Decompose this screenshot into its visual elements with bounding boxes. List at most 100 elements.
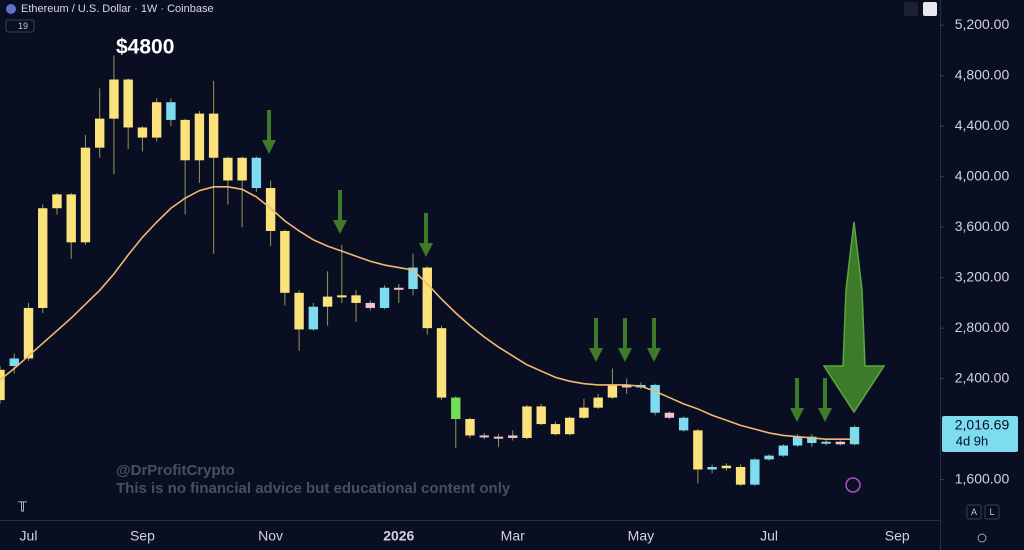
arrow	[419, 213, 433, 257]
x-tick-label: Sep	[885, 528, 910, 544]
watermark: @DrProfitCrypto	[116, 462, 235, 479]
candle-body	[294, 292, 304, 330]
candle-body	[593, 397, 603, 408]
button[interactable]	[923, 2, 937, 16]
candle-body	[778, 445, 789, 456]
candle-body	[621, 384, 632, 388]
candle-body	[607, 384, 618, 398]
candle-body	[308, 306, 319, 330]
candle-body	[508, 435, 518, 438]
candle-body	[265, 188, 276, 231]
price-tag	[942, 416, 1018, 453]
y-tick-label: 3,600.00	[955, 218, 1010, 234]
candle-body	[849, 427, 860, 445]
button[interactable]	[904, 2, 918, 16]
logo: 𝕋	[18, 499, 28, 514]
candle-body	[38, 208, 48, 308]
candle-body	[365, 302, 376, 308]
price-tag-countdown: 4d 9h	[956, 433, 989, 448]
candle-body	[678, 417, 689, 431]
arrow	[333, 190, 347, 234]
candle-body	[792, 436, 803, 446]
candle-body	[123, 79, 133, 128]
candle-body	[280, 230, 290, 293]
coin-icon	[6, 4, 16, 14]
arrow	[589, 318, 603, 362]
candle-body	[693, 430, 703, 470]
y-tick-label: 5,200.00	[955, 16, 1010, 32]
candle-body	[223, 157, 233, 181]
candle-body	[536, 406, 546, 425]
candle-body	[137, 127, 148, 138]
x-tick-label: Nov	[258, 528, 283, 544]
candle-body	[194, 113, 205, 161]
arrow	[262, 110, 276, 154]
moving-average	[0, 185, 855, 441]
candle-body	[166, 102, 176, 120]
arrow	[618, 318, 632, 362]
candle-body	[66, 194, 76, 243]
candle-body	[750, 459, 760, 485]
arrow	[790, 378, 804, 422]
candle-body	[337, 295, 347, 298]
scale-button[interactable]	[984, 504, 1000, 520]
candle-body	[322, 296, 333, 307]
replay-icon[interactable]	[845, 477, 861, 493]
candle-body	[379, 287, 390, 308]
candle-body	[52, 194, 62, 209]
x-tick-label: Mar	[501, 528, 525, 544]
candle-body	[80, 147, 91, 243]
candle-body	[735, 466, 746, 485]
badge-box	[5, 19, 35, 33]
candle-body	[664, 412, 675, 418]
candle-body	[493, 436, 504, 439]
candle-body	[550, 424, 561, 435]
candle-body	[408, 267, 418, 290]
candle-body	[721, 465, 732, 469]
y-tick-label: 1,600.00	[955, 470, 1010, 486]
candle-body	[180, 119, 190, 161]
candle-body	[764, 455, 774, 460]
y-tick-label: 4,400.00	[955, 117, 1010, 133]
y-tick-label: 4,800.00	[955, 66, 1010, 82]
candle-body	[564, 417, 575, 435]
big-arrow	[822, 221, 886, 414]
arrow	[818, 378, 832, 422]
candle-body	[351, 295, 361, 303]
y-tick-label: 4,000.00	[955, 167, 1010, 183]
candle-body	[0, 369, 5, 401]
candle-body	[208, 113, 219, 158]
scale-button-label[interactable]: A	[971, 507, 977, 517]
scale-button-label[interactable]: L	[989, 507, 994, 517]
candle-body	[807, 436, 817, 444]
y-tick-label: 2,800.00	[955, 319, 1010, 335]
scale-button[interactable]	[966, 504, 982, 520]
badge[interactable]: 19	[18, 21, 28, 31]
candle-body	[23, 307, 34, 359]
plot-area	[0, 55, 860, 486]
candle-body	[394, 287, 404, 290]
chart-title: Ethereum / U.S. Dollar · 1W · Coinbase	[21, 3, 214, 15]
x-tick-label: Jul	[760, 528, 778, 544]
x-tick-label: Sep	[130, 528, 155, 544]
disclaimer: This is no financial advice but educatio…	[116, 480, 511, 497]
candle-body	[109, 79, 119, 119]
candle-body	[522, 406, 532, 438]
x-tick-label: Jul	[20, 528, 38, 544]
candle-body	[9, 358, 19, 367]
candle-body	[479, 435, 489, 438]
candle-body	[821, 441, 831, 444]
settings-icon[interactable]	[977, 533, 987, 543]
candle-body	[707, 466, 717, 470]
candle-body	[465, 419, 475, 436]
candle-body	[422, 267, 432, 329]
x-tick-label: May	[628, 528, 654, 544]
candle-body	[237, 157, 247, 181]
x-tick-label: 2026	[383, 528, 414, 544]
price-tag-label: 2,016.69	[955, 417, 1010, 433]
arrow	[647, 318, 661, 362]
price-annotation: $4800	[116, 36, 174, 59]
candle-body	[251, 157, 262, 189]
candle-body	[436, 328, 447, 398]
